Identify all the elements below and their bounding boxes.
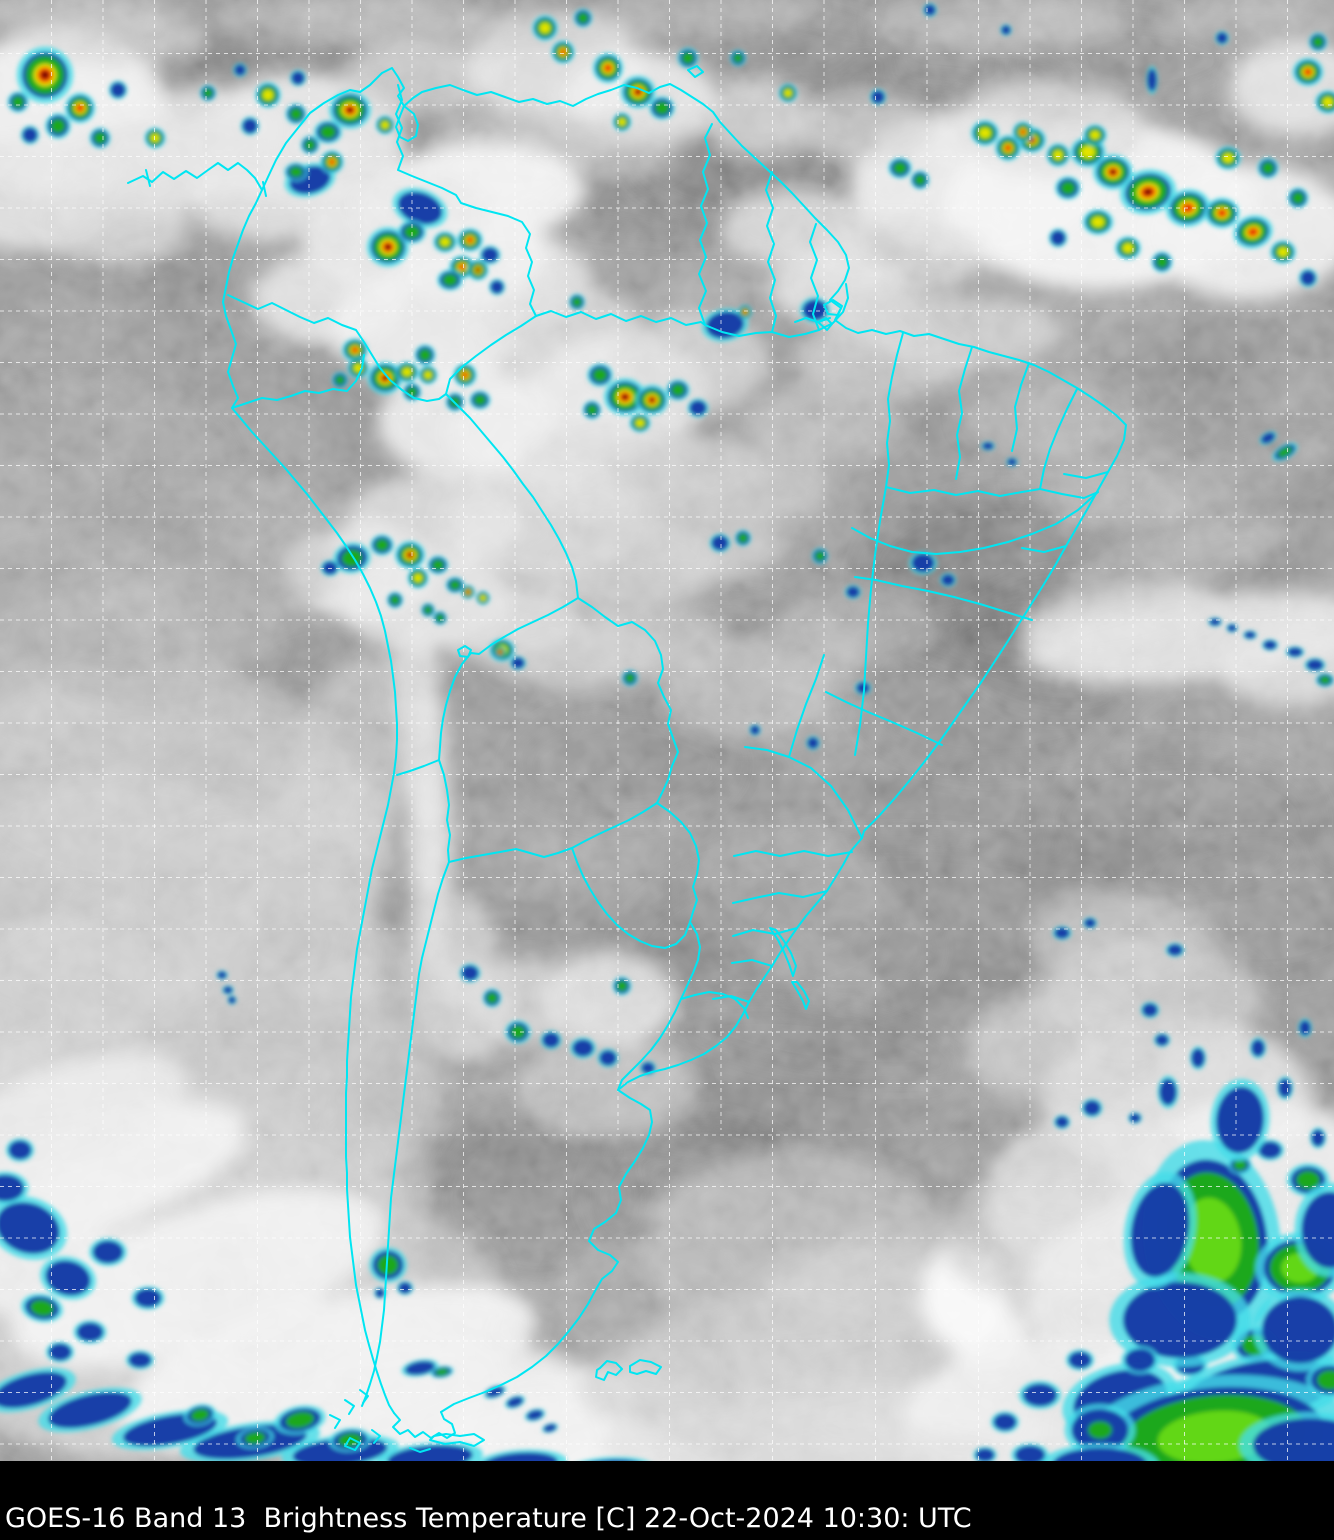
convection-enhancement-layer xyxy=(0,2,1334,1461)
satellite-map xyxy=(0,0,1334,1461)
latlon-graticule xyxy=(0,0,1334,1461)
caption-text: GOES-16 Band 13 Brightness Temperature [… xyxy=(5,1503,972,1534)
caption-bar: GOES-16 Band 13 Brightness Temperature [… xyxy=(0,1461,1334,1540)
cloud-texture-fine xyxy=(0,0,1334,1461)
coastline-border-overlay xyxy=(127,65,1127,1453)
